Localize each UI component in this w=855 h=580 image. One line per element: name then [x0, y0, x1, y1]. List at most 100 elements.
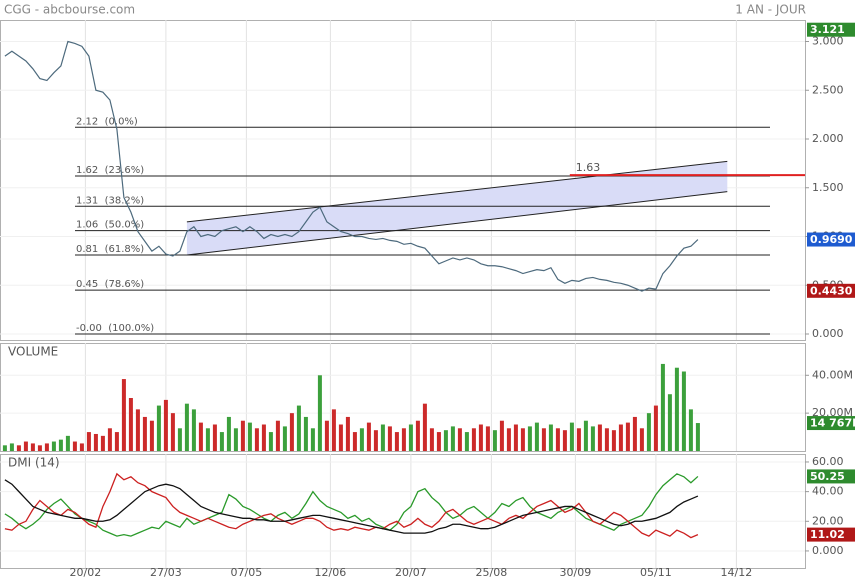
volume-bar: [674, 367, 679, 451]
volume-bar: [555, 428, 560, 451]
volume-bar: [247, 422, 252, 451]
volume-bar: [562, 430, 567, 451]
volume-bar: [520, 428, 525, 451]
volume-bar: [282, 426, 287, 451]
volume-bar: [415, 420, 420, 451]
fib-label: -0.00 (100.0%): [76, 323, 154, 334]
volume-bar: [583, 420, 588, 451]
volume-bar: [156, 405, 161, 451]
fib-label: 1.06 (50.0%): [76, 220, 144, 231]
x-tick-label: 30/09: [560, 566, 592, 579]
value-box-label: 3.121: [810, 23, 845, 36]
volume-bar: [289, 413, 294, 451]
volume-bar: [303, 416, 308, 451]
volume-bar: [58, 439, 63, 451]
volume-bar: [380, 424, 385, 451]
volume-bar: [457, 428, 462, 451]
volume-bar: [233, 428, 238, 451]
x-tick-label: 12/06: [315, 566, 347, 579]
volume-bar: [534, 422, 539, 451]
volume-bar: [254, 428, 259, 451]
volume-bar: [114, 432, 119, 451]
volume-bar: [149, 420, 154, 451]
volume-bar: [310, 428, 315, 451]
volume-bar: [184, 403, 189, 451]
fib-label: 0.45 (78.6%): [76, 279, 144, 290]
fib-label: 2.12 (0.0%): [76, 116, 138, 127]
value-box-label: 14 767K: [810, 417, 855, 430]
volume-bar: [443, 430, 448, 451]
volume-bar: [499, 420, 504, 451]
volume-bar: [541, 428, 546, 451]
volume-bar: [268, 432, 273, 451]
value-box: [807, 283, 855, 298]
volume-bar: [72, 441, 77, 451]
volume-bar: [219, 432, 224, 451]
value-box: [807, 232, 855, 247]
volume-bar: [177, 428, 182, 451]
volume-bar: [44, 443, 49, 451]
fib-label: 1.62 (23.6%): [76, 165, 144, 176]
y-tick-label: 2.000: [812, 132, 844, 145]
volume-bar: [121, 379, 126, 451]
y-tick-label: 1.500: [812, 181, 844, 194]
volume-bar: [23, 441, 28, 451]
y-tick-label: 40.00M: [812, 368, 853, 381]
volume-bar: [401, 428, 406, 451]
volume-bar: [639, 428, 644, 451]
resistance-label: 1.63: [576, 161, 601, 174]
volume-bar: [611, 430, 616, 451]
volume-bar: [506, 428, 511, 451]
volume-bar: [261, 424, 266, 451]
value-box-label: 0.4430: [810, 284, 853, 297]
series-line: [4, 40, 699, 292]
volume-bar: [135, 409, 140, 451]
volume-bar: [590, 426, 595, 451]
panel-title: DMI (14): [8, 456, 60, 470]
volume-bar: [492, 430, 497, 451]
volume-bar: [359, 428, 364, 451]
volume-bar: [65, 435, 70, 451]
volume-bar: [597, 424, 602, 451]
volume-bar: [16, 445, 21, 451]
volume-bar: [212, 424, 217, 451]
volume-bar: [240, 420, 245, 451]
series-line: [4, 479, 699, 534]
value-box-label: 0.9690: [810, 233, 853, 246]
volume-bar: [604, 428, 609, 451]
volume-bar: [107, 428, 112, 451]
fib-label: 1.31 (38.2%): [76, 195, 144, 206]
volume-bar: [681, 371, 686, 451]
x-tick-label: 25/08: [476, 566, 508, 579]
volume-bar: [345, 416, 350, 451]
value-box: [807, 527, 855, 542]
y-tick-label: 60.00: [812, 455, 844, 468]
value-box-label: 11.02: [810, 528, 845, 541]
y-tick-label: 2.500: [812, 83, 844, 96]
volume-bar: [618, 424, 623, 451]
volume-bar: [632, 416, 637, 451]
volume-bar: [100, 435, 105, 451]
volume-bar: [422, 403, 427, 451]
period: 1 AN - JOUR: [735, 3, 806, 17]
volume-bar: [275, 420, 280, 451]
volume-bar: [695, 423, 700, 451]
volume-bar: [569, 422, 574, 451]
volume-bar: [576, 428, 581, 451]
volume-bar: [324, 420, 329, 451]
panel-frame: [0, 343, 806, 452]
y-tick-label: 20.00: [812, 514, 844, 527]
y-tick-label: 0.000: [812, 327, 844, 340]
volume-bar: [296, 405, 301, 451]
volume-bar: [9, 443, 14, 451]
volume-bar: [667, 394, 672, 451]
volume-bar: [548, 424, 553, 451]
y-tick-label: 0.000: [812, 544, 844, 557]
value-box: [807, 416, 855, 431]
volume-bar: [464, 432, 469, 451]
panel-frame: [0, 20, 806, 341]
volume-bar: [170, 413, 175, 451]
volume-bar: [394, 432, 399, 451]
volume-bar: [226, 416, 231, 451]
